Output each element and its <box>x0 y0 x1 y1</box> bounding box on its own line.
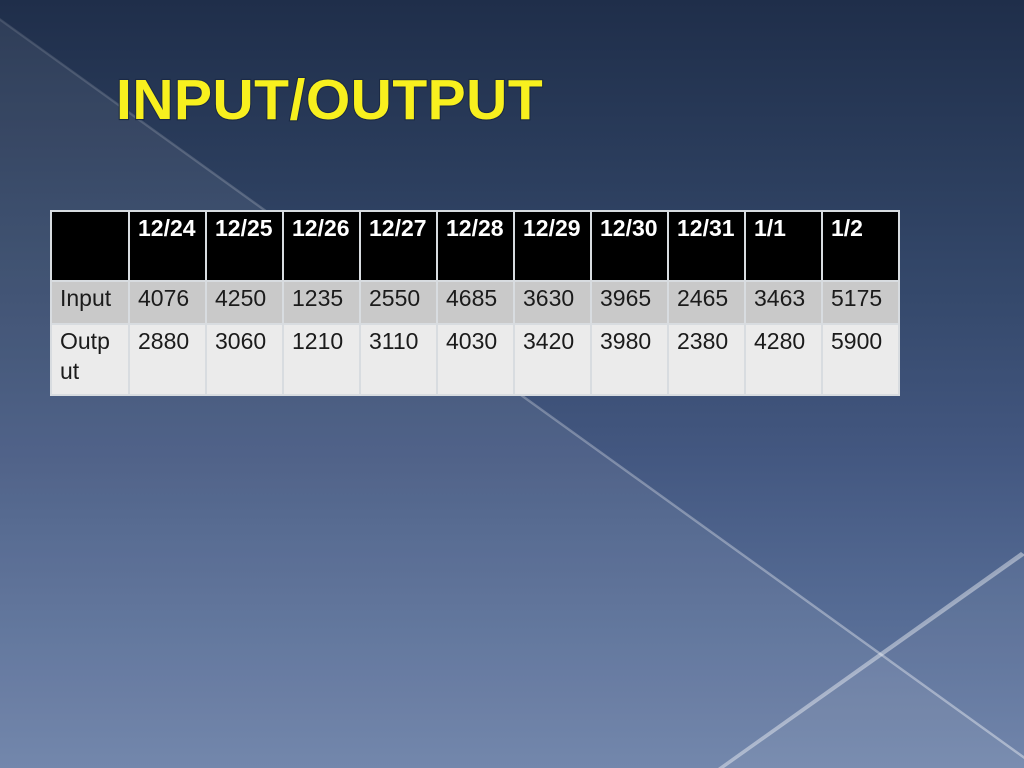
data-cell: 2465 <box>667 280 746 325</box>
data-cell: 4076 <box>128 280 207 325</box>
data-cell: 3060 <box>205 323 284 396</box>
data-cell: 3980 <box>590 323 669 396</box>
data-cell: 1235 <box>282 280 361 325</box>
column-header-12-24: 12/24 <box>128 210 207 282</box>
data-cell: 4685 <box>436 280 515 325</box>
row-label: Output <box>50 323 130 396</box>
data-cell: 4250 <box>205 280 284 325</box>
column-header-1-1: 1/1 <box>744 210 823 282</box>
table-row-input: Input 4076 4250 1235 2550 4685 3630 3965 2465 346… <box>50 280 900 325</box>
data-cell: 2550 <box>359 280 438 325</box>
table-body: Input 4076 4250 1235 2550 4685 3630 3965 2465 346… <box>50 280 900 396</box>
data-cell: 4280 <box>744 323 823 396</box>
data-cell: 5900 <box>821 323 900 396</box>
data-cell: 1210 <box>282 323 361 396</box>
column-header-12-30: 12/30 <box>590 210 669 282</box>
data-cell: 3965 <box>590 280 669 325</box>
column-header-12-29: 12/29 <box>513 210 592 282</box>
data-cell: 2880 <box>128 323 207 396</box>
data-cell: 4030 <box>436 323 515 396</box>
data-cell: 3420 <box>513 323 592 396</box>
column-header-1-2: 1/2 <box>821 210 900 282</box>
data-cell: 3630 <box>513 280 592 325</box>
column-header-12-27: 12/27 <box>359 210 438 282</box>
data-cell: 5175 <box>821 280 900 325</box>
table-row-output: Output 2880 3060 1210 3110 4030 3420 3980 2380 42… <box>50 323 900 396</box>
io-table: 12/24 12/25 12/26 12/27 12/28 12/29 12/30 12/31… <box>50 210 900 396</box>
column-header-12-31: 12/31 <box>667 210 746 282</box>
slide-title: INPUT/OUTPUT <box>115 68 544 132</box>
data-cell: 2380 <box>667 323 746 396</box>
data-cell: 3110 <box>359 323 438 396</box>
row-label: Input <box>50 280 130 325</box>
column-header-12-25: 12/25 <box>205 210 284 282</box>
data-cell: 3463 <box>744 280 823 325</box>
column-header-12-28: 12/28 <box>436 210 515 282</box>
table-header-row: 12/24 12/25 12/26 12/27 12/28 12/29 12/30 12/31… <box>50 210 900 282</box>
column-header-12-26: 12/26 <box>282 210 361 282</box>
table-corner-cell <box>50 210 130 282</box>
